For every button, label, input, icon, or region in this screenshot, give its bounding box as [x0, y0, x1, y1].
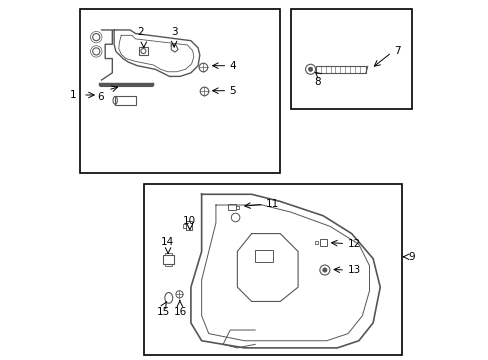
- Text: 4: 4: [229, 61, 236, 71]
- Text: 2: 2: [137, 27, 144, 37]
- Bar: [115, 96, 136, 105]
- Bar: [183, 224, 185, 228]
- Circle shape: [308, 67, 312, 71]
- Bar: [165, 253, 171, 255]
- Bar: [255, 249, 272, 262]
- Text: 12: 12: [346, 239, 360, 249]
- Text: 13: 13: [346, 265, 360, 275]
- Bar: [314, 241, 317, 244]
- Bar: [315, 66, 365, 73]
- Text: 10: 10: [182, 216, 195, 226]
- Text: 14: 14: [161, 237, 174, 247]
- Bar: [319, 239, 326, 246]
- Text: 8: 8: [314, 77, 321, 87]
- Bar: [228, 204, 236, 210]
- Bar: [290, 9, 411, 109]
- Bar: [80, 9, 280, 173]
- Text: 3: 3: [171, 27, 178, 37]
- Text: 5: 5: [229, 86, 236, 96]
- Bar: [165, 264, 171, 266]
- Bar: [163, 255, 173, 264]
- Text: 11: 11: [265, 199, 279, 209]
- Text: 1: 1: [69, 90, 76, 100]
- Text: 16: 16: [173, 307, 186, 317]
- Text: 7: 7: [393, 46, 400, 57]
- Bar: [144, 184, 401, 355]
- Bar: [185, 221, 192, 230]
- Bar: [236, 206, 239, 208]
- Bar: [139, 47, 148, 55]
- Text: 15: 15: [156, 307, 169, 317]
- Circle shape: [322, 268, 326, 272]
- Text: 6: 6: [98, 93, 104, 103]
- Text: 9: 9: [408, 252, 415, 262]
